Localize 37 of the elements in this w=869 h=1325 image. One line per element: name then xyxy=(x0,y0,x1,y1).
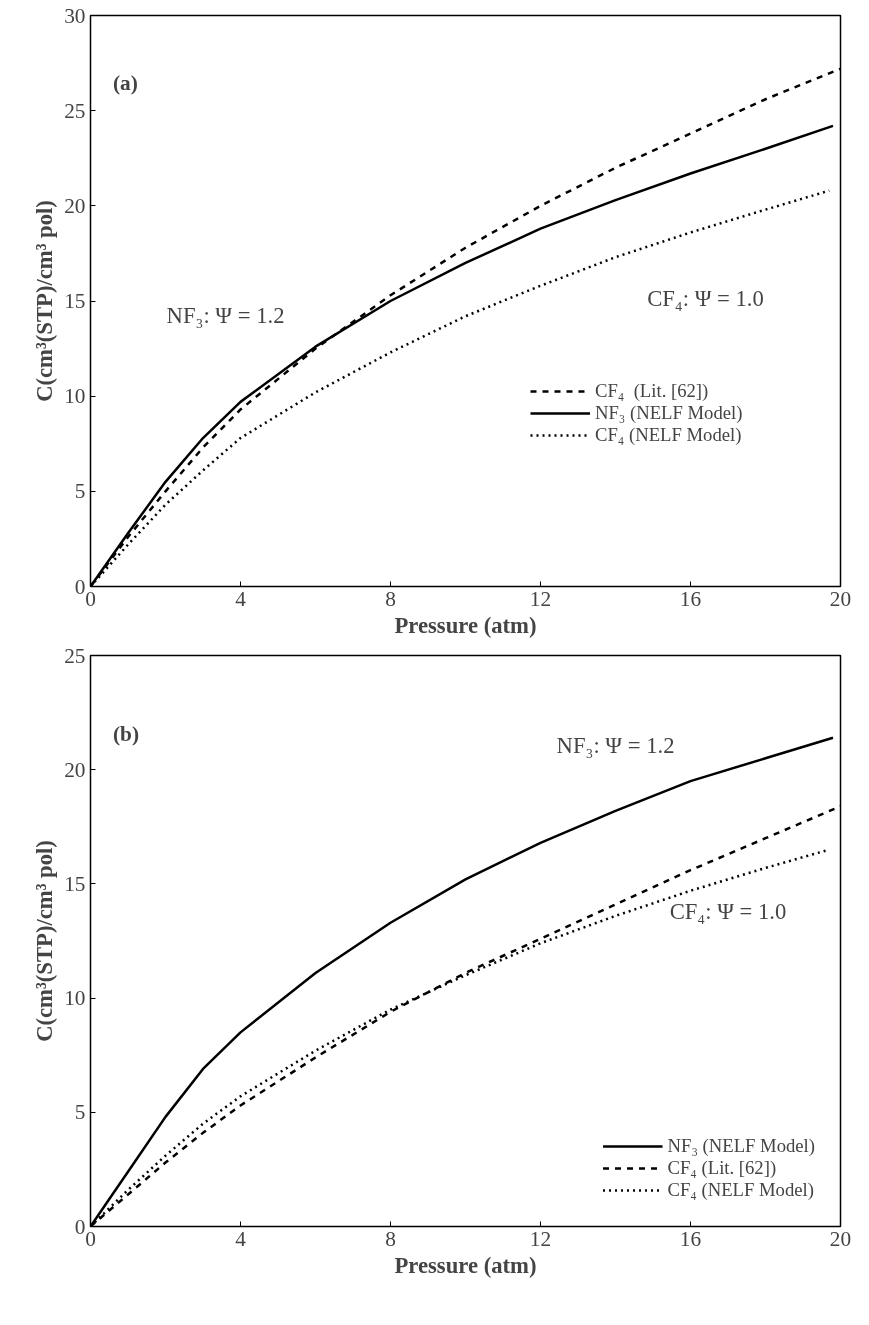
legend-label: NF₃ (NELF Model) xyxy=(667,1135,815,1157)
legend-label: CF₄ (NELF Model) xyxy=(595,424,742,446)
x-tick-label: 12 xyxy=(529,1226,552,1251)
x-tick-label: 8 xyxy=(385,586,396,611)
annotation: (b) xyxy=(113,722,140,747)
x-tick-label: 12 xyxy=(529,586,552,611)
y-tick-label: 15 xyxy=(64,289,86,313)
y-axis-title: C(cm³(STP)/cm³ pol) xyxy=(32,200,58,402)
y-tick-label: 15 xyxy=(64,871,86,896)
x-tick-label: 20 xyxy=(829,586,852,611)
x-tick-label: 4 xyxy=(235,1226,247,1251)
x-tick-label: 20 xyxy=(829,1226,852,1251)
x-tick-label: 16 xyxy=(679,586,702,611)
y-tick-label: 5 xyxy=(74,1100,86,1125)
annotation: (a) xyxy=(113,71,138,96)
annotation: CF₄: Ψ = 1.0 xyxy=(669,898,787,924)
y-axis-title: C(cm³(STP)/cm³ pol) xyxy=(32,840,58,1042)
legend-label: CF₄ (Lit. [62]) xyxy=(667,1157,777,1179)
x-tick-label: 16 xyxy=(679,1226,702,1251)
y-tick-label: 25 xyxy=(64,643,86,668)
y-tick-label: 10 xyxy=(64,986,86,1011)
y-tick-label: 30 xyxy=(64,3,86,28)
y-tick-label: 20 xyxy=(64,757,86,782)
x-axis-title: Pressure (atm) xyxy=(394,612,537,638)
y-tick-label: 5 xyxy=(74,479,86,504)
y-tick-label: 20 xyxy=(64,193,86,218)
y-tick-label: 25 xyxy=(64,98,86,123)
x-tick-label: 4 xyxy=(235,586,247,611)
legend-label: NF₃ (NELF Model) xyxy=(595,402,743,424)
y-tick-label: 10 xyxy=(64,384,86,409)
annotation: NF₃: Ψ = 1.2 xyxy=(556,732,675,758)
annotation: CF₄: Ψ = 1.0 xyxy=(647,286,764,312)
legend-label: CF₄ (Lit. [62]) xyxy=(595,380,709,402)
x-axis-title: Pressure (atm) xyxy=(394,1252,537,1278)
annotation: NF₃: Ψ = 1.2 xyxy=(166,303,285,329)
legend-label: CF₄ (NELF Model) xyxy=(667,1179,814,1201)
x-tick-label: 8 xyxy=(385,1226,396,1251)
